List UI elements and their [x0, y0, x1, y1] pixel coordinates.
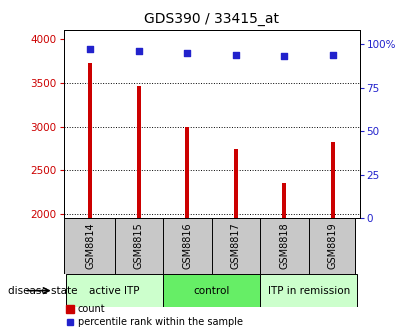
Bar — [66, 274, 163, 307]
Bar — [282, 182, 286, 218]
Text: disease state: disease state — [8, 286, 78, 296]
Text: active ITP: active ITP — [89, 286, 140, 296]
Text: control: control — [194, 286, 230, 296]
Text: ITP in remission: ITP in remission — [268, 286, 350, 296]
Point — [281, 54, 288, 59]
Bar — [185, 127, 189, 218]
Text: GSM8814: GSM8814 — [85, 223, 95, 269]
Legend: count, percentile rank within the sample: count, percentile rank within the sample — [62, 300, 247, 331]
Text: GSM8819: GSM8819 — [328, 223, 338, 269]
Bar — [260, 274, 357, 307]
Point — [330, 52, 336, 57]
Point — [136, 48, 142, 54]
Point — [184, 50, 191, 55]
Point — [233, 52, 239, 57]
Bar — [331, 142, 335, 218]
Bar — [234, 149, 238, 218]
Bar — [163, 274, 260, 307]
Text: GSM8816: GSM8816 — [182, 223, 192, 269]
Bar — [137, 86, 141, 218]
Title: GDS390 / 33415_at: GDS390 / 33415_at — [144, 12, 279, 27]
Text: GSM8818: GSM8818 — [279, 223, 289, 269]
Text: GSM8815: GSM8815 — [134, 223, 144, 269]
Point — [87, 47, 94, 52]
Text: GSM8817: GSM8817 — [231, 223, 241, 269]
Bar — [88, 64, 92, 218]
